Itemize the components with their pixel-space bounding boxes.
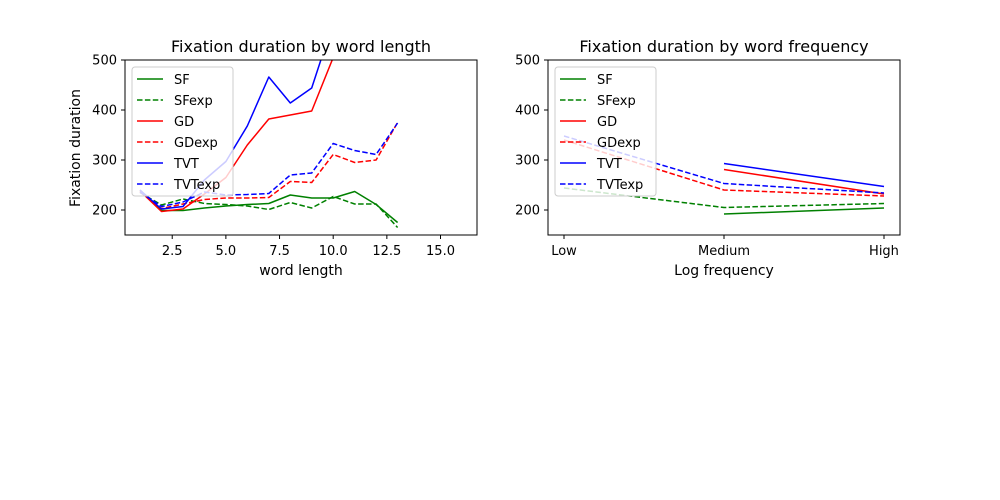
y-axis-label: Fixation duration — [68, 89, 84, 207]
legend-label: SF — [597, 73, 613, 88]
y-tick-label: 300 — [515, 154, 540, 169]
series-line-tvt — [139, 60, 322, 210]
y-tick-label: 200 — [92, 204, 117, 219]
legend-label: GD — [174, 115, 194, 130]
series-line-tvt — [723, 162, 885, 188]
chart-panel-word-length: Fixation duration by word length word le… — [68, 37, 478, 279]
series-line-gdexp — [139, 122, 399, 210]
x-tick-label: High — [869, 244, 899, 259]
x-tick-label: 2.5 — [162, 244, 183, 259]
legend-label: GDexp — [174, 136, 218, 151]
series-line-gd — [723, 168, 885, 195]
plot-frame — [124, 59, 478, 236]
series-group — [139, 60, 399, 229]
y-tick-label: 300 — [92, 154, 117, 169]
legend-label: SF — [174, 73, 190, 88]
chart-panel-word-frequency: Fixation duration by word frequency Log … — [515, 37, 901, 279]
series-line-sfexp — [563, 187, 885, 209]
legend-label: TVTexp — [596, 178, 643, 193]
legend-label: SFexp — [597, 94, 636, 109]
x-axis-label: word length — [259, 263, 343, 279]
legend-label: GD — [597, 115, 617, 130]
y-tick-label: 400 — [92, 104, 117, 119]
legend-label: GDexp — [597, 136, 641, 151]
x-axis-label: Log frequency — [674, 263, 774, 279]
x-tick-label: 12.5 — [372, 244, 401, 259]
x-tick-label: 7.5 — [269, 244, 290, 259]
y-tick-label: 500 — [515, 54, 540, 69]
legend-label: TVTexp — [173, 178, 220, 193]
legend: SF SFexp GD GDexp TVT TVTexp — [554, 66, 657, 197]
x-tick-label: Medium — [698, 244, 750, 259]
chart-title: Fixation duration by word frequency — [579, 37, 868, 56]
x-tick-label: Low — [551, 244, 577, 259]
legend-label: TVT — [596, 157, 622, 172]
series-line-sf — [723, 207, 885, 215]
legend-label: SFexp — [174, 94, 213, 109]
series-line-tvtexp — [139, 122, 399, 208]
series-line-sf — [139, 189, 399, 224]
series-line-gd — [139, 60, 334, 213]
x-tick-label: 5.0 — [216, 244, 237, 259]
legend-label: TVT — [173, 157, 199, 172]
y-tick-label: 200 — [515, 204, 540, 219]
x-tick-label: 15.0 — [426, 244, 455, 259]
x-tick-label: 10.0 — [319, 244, 348, 259]
legend: SF SFexp GD GDexp TVT TVTexp — [131, 66, 234, 197]
y-tick-label: 400 — [515, 104, 540, 119]
y-tick-label: 500 — [92, 54, 117, 69]
chart-title: Fixation duration by word length — [171, 37, 431, 56]
series-line-sfexp — [139, 191, 399, 229]
